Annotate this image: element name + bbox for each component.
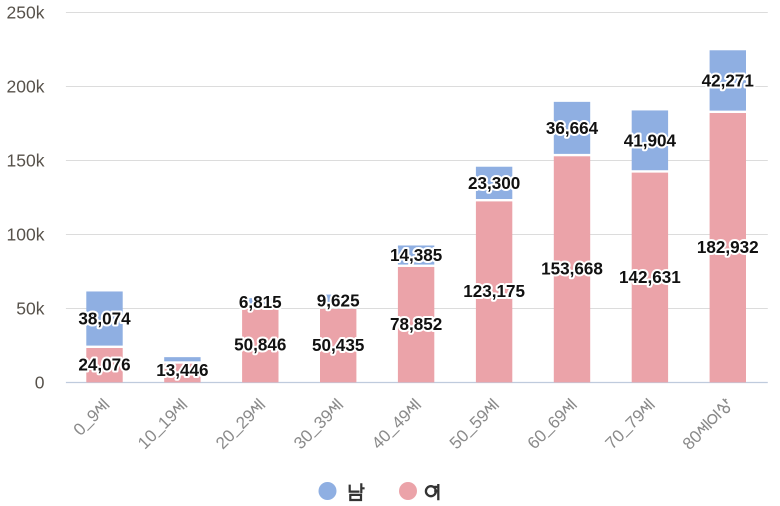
svg-text:123,175: 123,175 [463,282,525,301]
svg-text:38,074: 38,074 [78,310,131,329]
svg-text:9,625: 9,625 [317,292,360,311]
svg-text:182,932: 182,932 [697,238,759,257]
svg-text:50,846: 50,846 [234,336,286,355]
svg-text:142,631: 142,631 [619,268,681,287]
svg-text:100k: 100k [7,225,45,245]
svg-text:0: 0 [35,373,45,393]
svg-text:13,446: 13,446 [156,361,208,380]
svg-text:250k: 250k [7,3,45,23]
svg-text:23,300: 23,300 [468,174,520,193]
svg-text:150k: 150k [7,151,45,171]
svg-text:41,904: 41,904 [624,131,677,150]
svg-text:50,435: 50,435 [312,336,365,355]
svg-text:14,385: 14,385 [390,246,443,265]
svg-text:36,664: 36,664 [546,119,599,138]
svg-text:24,076: 24,076 [78,356,130,375]
svg-text:50k: 50k [16,299,44,319]
svg-text:42,271: 42,271 [702,71,755,90]
svg-text:6,815: 6,815 [239,293,282,312]
svg-text:200k: 200k [7,77,45,97]
svg-text:78,852: 78,852 [390,315,442,334]
svg-text:153,668: 153,668 [541,260,603,279]
